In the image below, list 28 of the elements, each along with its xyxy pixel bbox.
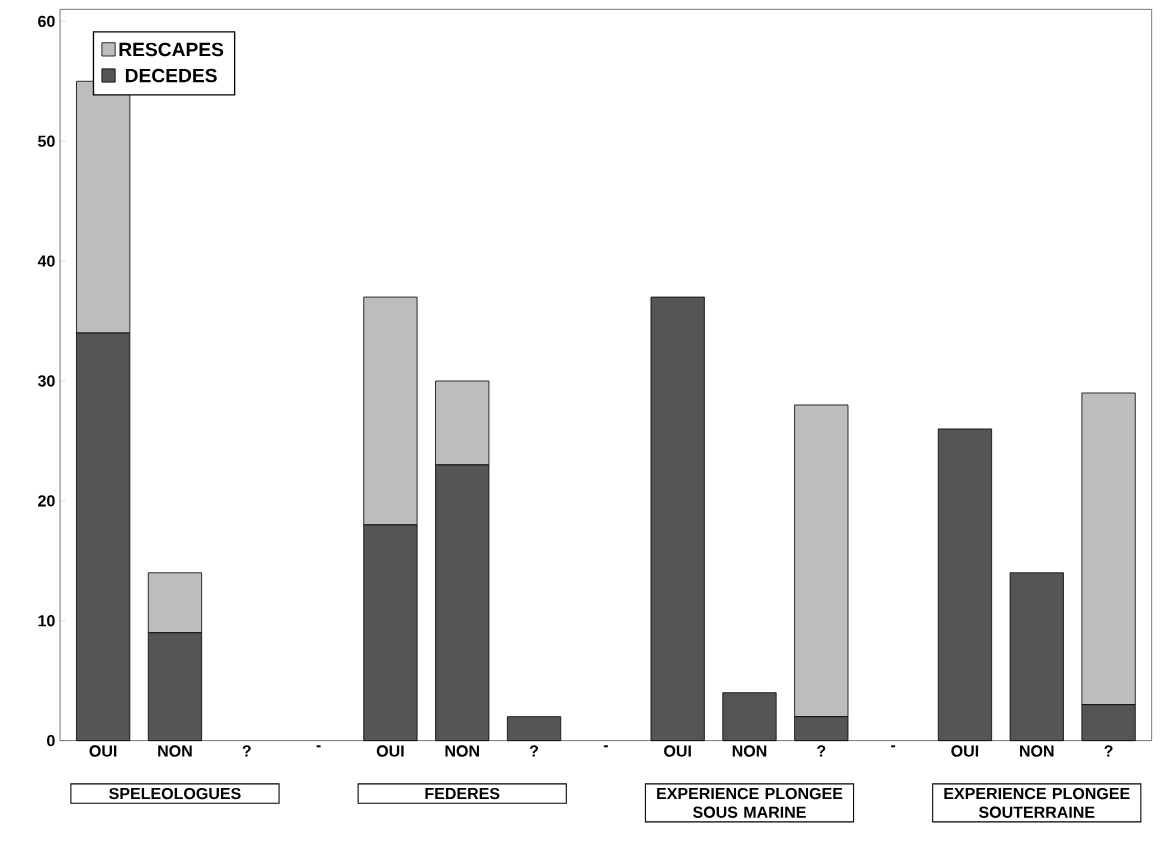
x-tick-label: ? (529, 745, 539, 757)
y-tick-label: 10 (38, 615, 55, 627)
y-tick-label: 30 (37, 375, 55, 387)
x-tick-label: OUI (89, 745, 117, 757)
text: EXPERIENCE PLONGEE SOUTERRAINE (944, 788, 1130, 819)
y-tick-label: 20 (38, 495, 55, 507)
text: SPELEOLOGUES (109, 788, 241, 800)
x-tick-label: OUI (376, 745, 404, 757)
y-tick-label: 40 (37, 255, 55, 267)
x-tick-label: OUI (951, 745, 979, 757)
y-tick-label: 50 (38, 135, 55, 147)
x-tick-label: ? (1104, 745, 1113, 757)
x-tick-label: ? (817, 745, 826, 757)
y-tick-label: 60 (38, 15, 55, 28)
text: EXPERIENCE PLONGEE SOUS MARINE (657, 788, 843, 819)
x-tick-label: NON (732, 745, 767, 757)
x-tick-label: ? (242, 745, 251, 757)
text: FEDERES (425, 788, 500, 800)
legend-label: DECEDES (125, 68, 217, 83)
legend-label: RESCAPES (119, 42, 224, 57)
x-tick-label: - (316, 745, 321, 748)
x-tick-label: OUI (664, 745, 691, 757)
x-tick-label: NON (445, 745, 479, 757)
x-tick-label: NON (158, 745, 192, 757)
x-tick-label: - (603, 745, 608, 748)
x-tick-label: NON (1020, 745, 1054, 757)
x-tick-label: - (891, 745, 896, 748)
y-tick-label: 0 (47, 735, 55, 747)
